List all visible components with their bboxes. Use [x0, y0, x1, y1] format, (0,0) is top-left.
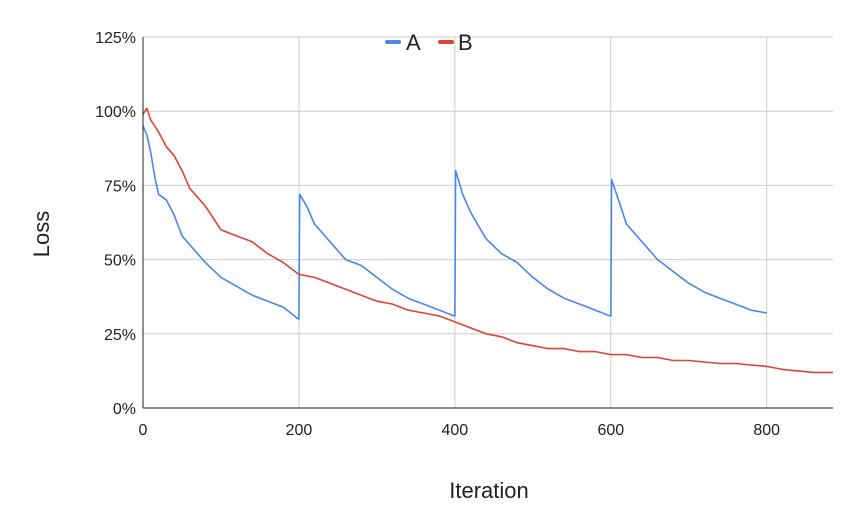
- axes: [142, 37, 833, 409]
- x-tick-label: 200: [286, 422, 313, 439]
- y-tick-label: 25%: [104, 327, 136, 344]
- tick-labels: 0% 25% 50% 75% 100% 125% 0 200 400 600 800: [95, 30, 780, 439]
- y-tick-label: 125%: [95, 30, 136, 47]
- x-tick-label: 0: [139, 422, 148, 439]
- x-tick-label: 600: [597, 422, 624, 439]
- legend-label-b: B: [458, 30, 473, 55]
- y-tick-label: 50%: [104, 253, 136, 270]
- series-line-a: [142, 125, 767, 320]
- y-tick-label: 100%: [95, 104, 136, 121]
- x-axis-title: Iteration: [449, 478, 529, 503]
- y-axis-title: Loss: [29, 211, 54, 257]
- x-tick-label: 400: [442, 422, 469, 439]
- series-lines: [142, 107, 833, 374]
- x-tick-label: 800: [753, 422, 780, 439]
- legend-label-a: A: [406, 30, 421, 55]
- legend: A B: [385, 30, 473, 55]
- grid: [143, 36, 833, 408]
- series-line-b: [142, 107, 833, 374]
- y-tick-label: 75%: [104, 178, 136, 195]
- y-tick-label: 0%: [113, 401, 136, 418]
